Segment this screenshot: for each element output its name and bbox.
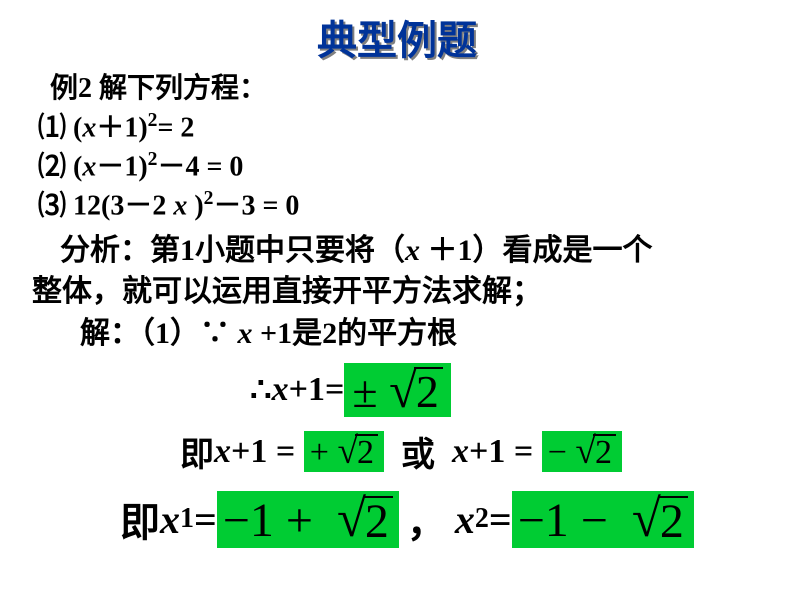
s3-radicand1: 2 [363,496,393,546]
step-3: 即 x1 = −1 + √ 2 ， x2 = −1 − √ 2 [20,490,774,548]
s3-radicand2: 2 [658,496,688,546]
s3-hl1: −1 + √ 2 [217,491,399,548]
sol-a: 解：（1）∵ [80,317,238,350]
s3-comma: ， [399,490,455,548]
s2-plus: + [310,434,329,471]
s2-prefix: 即 [180,427,214,476]
s1-sqrt: √ 2 [389,365,443,416]
analysis-1a: 分析：第1小题中只要将（ [60,234,405,267]
s1-radical: √ [389,365,417,416]
s3-x1-eq: = [194,496,217,543]
s3-radical2: √ [632,493,661,546]
s2-x1: x [214,433,231,471]
s1-prefix: ∴ [250,370,272,410]
title-main: 典型例题 [20,8,774,66]
p3-b: ) [187,190,203,221]
p3-a: 12(3－2 [73,190,173,221]
p1-c: = 2 [157,112,194,143]
p1-sup: 2 [148,110,158,131]
problem-2-num: ⑵ [38,151,66,182]
s2-hl2: − √ 2 [542,431,622,472]
example-label: 例2 解下列方程： [20,70,774,108]
s3-x2: x [455,496,475,543]
slide-title: 典型例题 典型例题 [20,8,774,66]
s1-x: x [272,371,289,409]
p2-b: －1) [96,151,147,182]
analysis-1b: ＋1）看成是一个 [420,234,653,267]
p2-c: －4 = 0 [157,151,243,182]
s3-sqrt2: √ 2 [632,493,688,546]
problem-3-num: ⑶ [38,190,66,221]
s1-pm: ± [352,366,377,417]
s1-mid: +1= [289,371,345,409]
p3-c: －3 = 0 [213,190,299,221]
s3-v2a: −1 − [518,494,620,547]
p3-sup: 2 [204,188,214,209]
s2-eq2: +1 = [469,433,533,471]
p1-x: x [82,112,96,143]
s2-minus: − [548,434,567,471]
problem-2: ⑵ (x－1)2－4 = 0 [20,147,774,186]
s3-prefix: 即 [120,490,160,548]
analysis-line-1: 分析：第1小题中只要将（x ＋1）看成是一个 [20,231,774,272]
p2-sup: 2 [148,149,158,170]
s3-radical1: √ [337,493,366,546]
slide: 典型例题 典型例题 例2 解下列方程： ⑴ (x＋1)2= 2 ⑵ (x－1)2… [0,0,794,596]
s2-radicand1: 2 [355,434,378,470]
s2-x2: x [452,433,469,471]
analysis-line-2: 整体，就可以运用直接开平方法求解； [20,272,774,313]
p2-a: ( [73,151,82,182]
s2-sqrt2: √ 2 [575,433,616,470]
p3-x: x [173,190,187,221]
problem-1-num: ⑴ [38,112,66,143]
sol-b: +1是2的平方根 [253,317,458,350]
s3-x1-sub: 1 [180,503,194,535]
s1-radicand: 2 [414,367,443,415]
problem-1: ⑴ (x＋1)2= 2 [20,108,774,147]
s3-sqrt1: √ 2 [337,493,393,546]
s3-hl2: −1 − √ 2 [512,491,694,548]
p1-b: ＋1) [96,112,147,143]
s3-x2-eq: = [489,496,512,543]
step-1: ∴ x +1= ± √ 2 [20,363,774,418]
s2-or: 或 [384,427,452,476]
s2-hl1: + √ 2 [304,431,384,472]
sol-x: x [238,317,253,350]
problem-3: ⑶ 12(3－2 x )2－3 = 0 [20,186,774,225]
s3-x1: x [160,496,180,543]
s3-x2-sub: 2 [475,503,489,535]
step-2: 即 x +1 = + √ 2 或 x +1 = − √ 2 [20,427,774,476]
s2-eq1: +1 = [231,433,295,471]
p2-x: x [82,151,96,182]
s1-highlight: ± √ 2 [344,363,451,418]
analysis-x: x [405,234,420,267]
s2-radicand2: 2 [593,434,616,470]
solution-header: 解：（1）∵ x +1是2的平方根 [20,314,774,355]
s2-sqrt1: √ 2 [337,433,378,470]
p1-a: ( [73,112,82,143]
s3-v1a: −1 + [223,494,325,547]
